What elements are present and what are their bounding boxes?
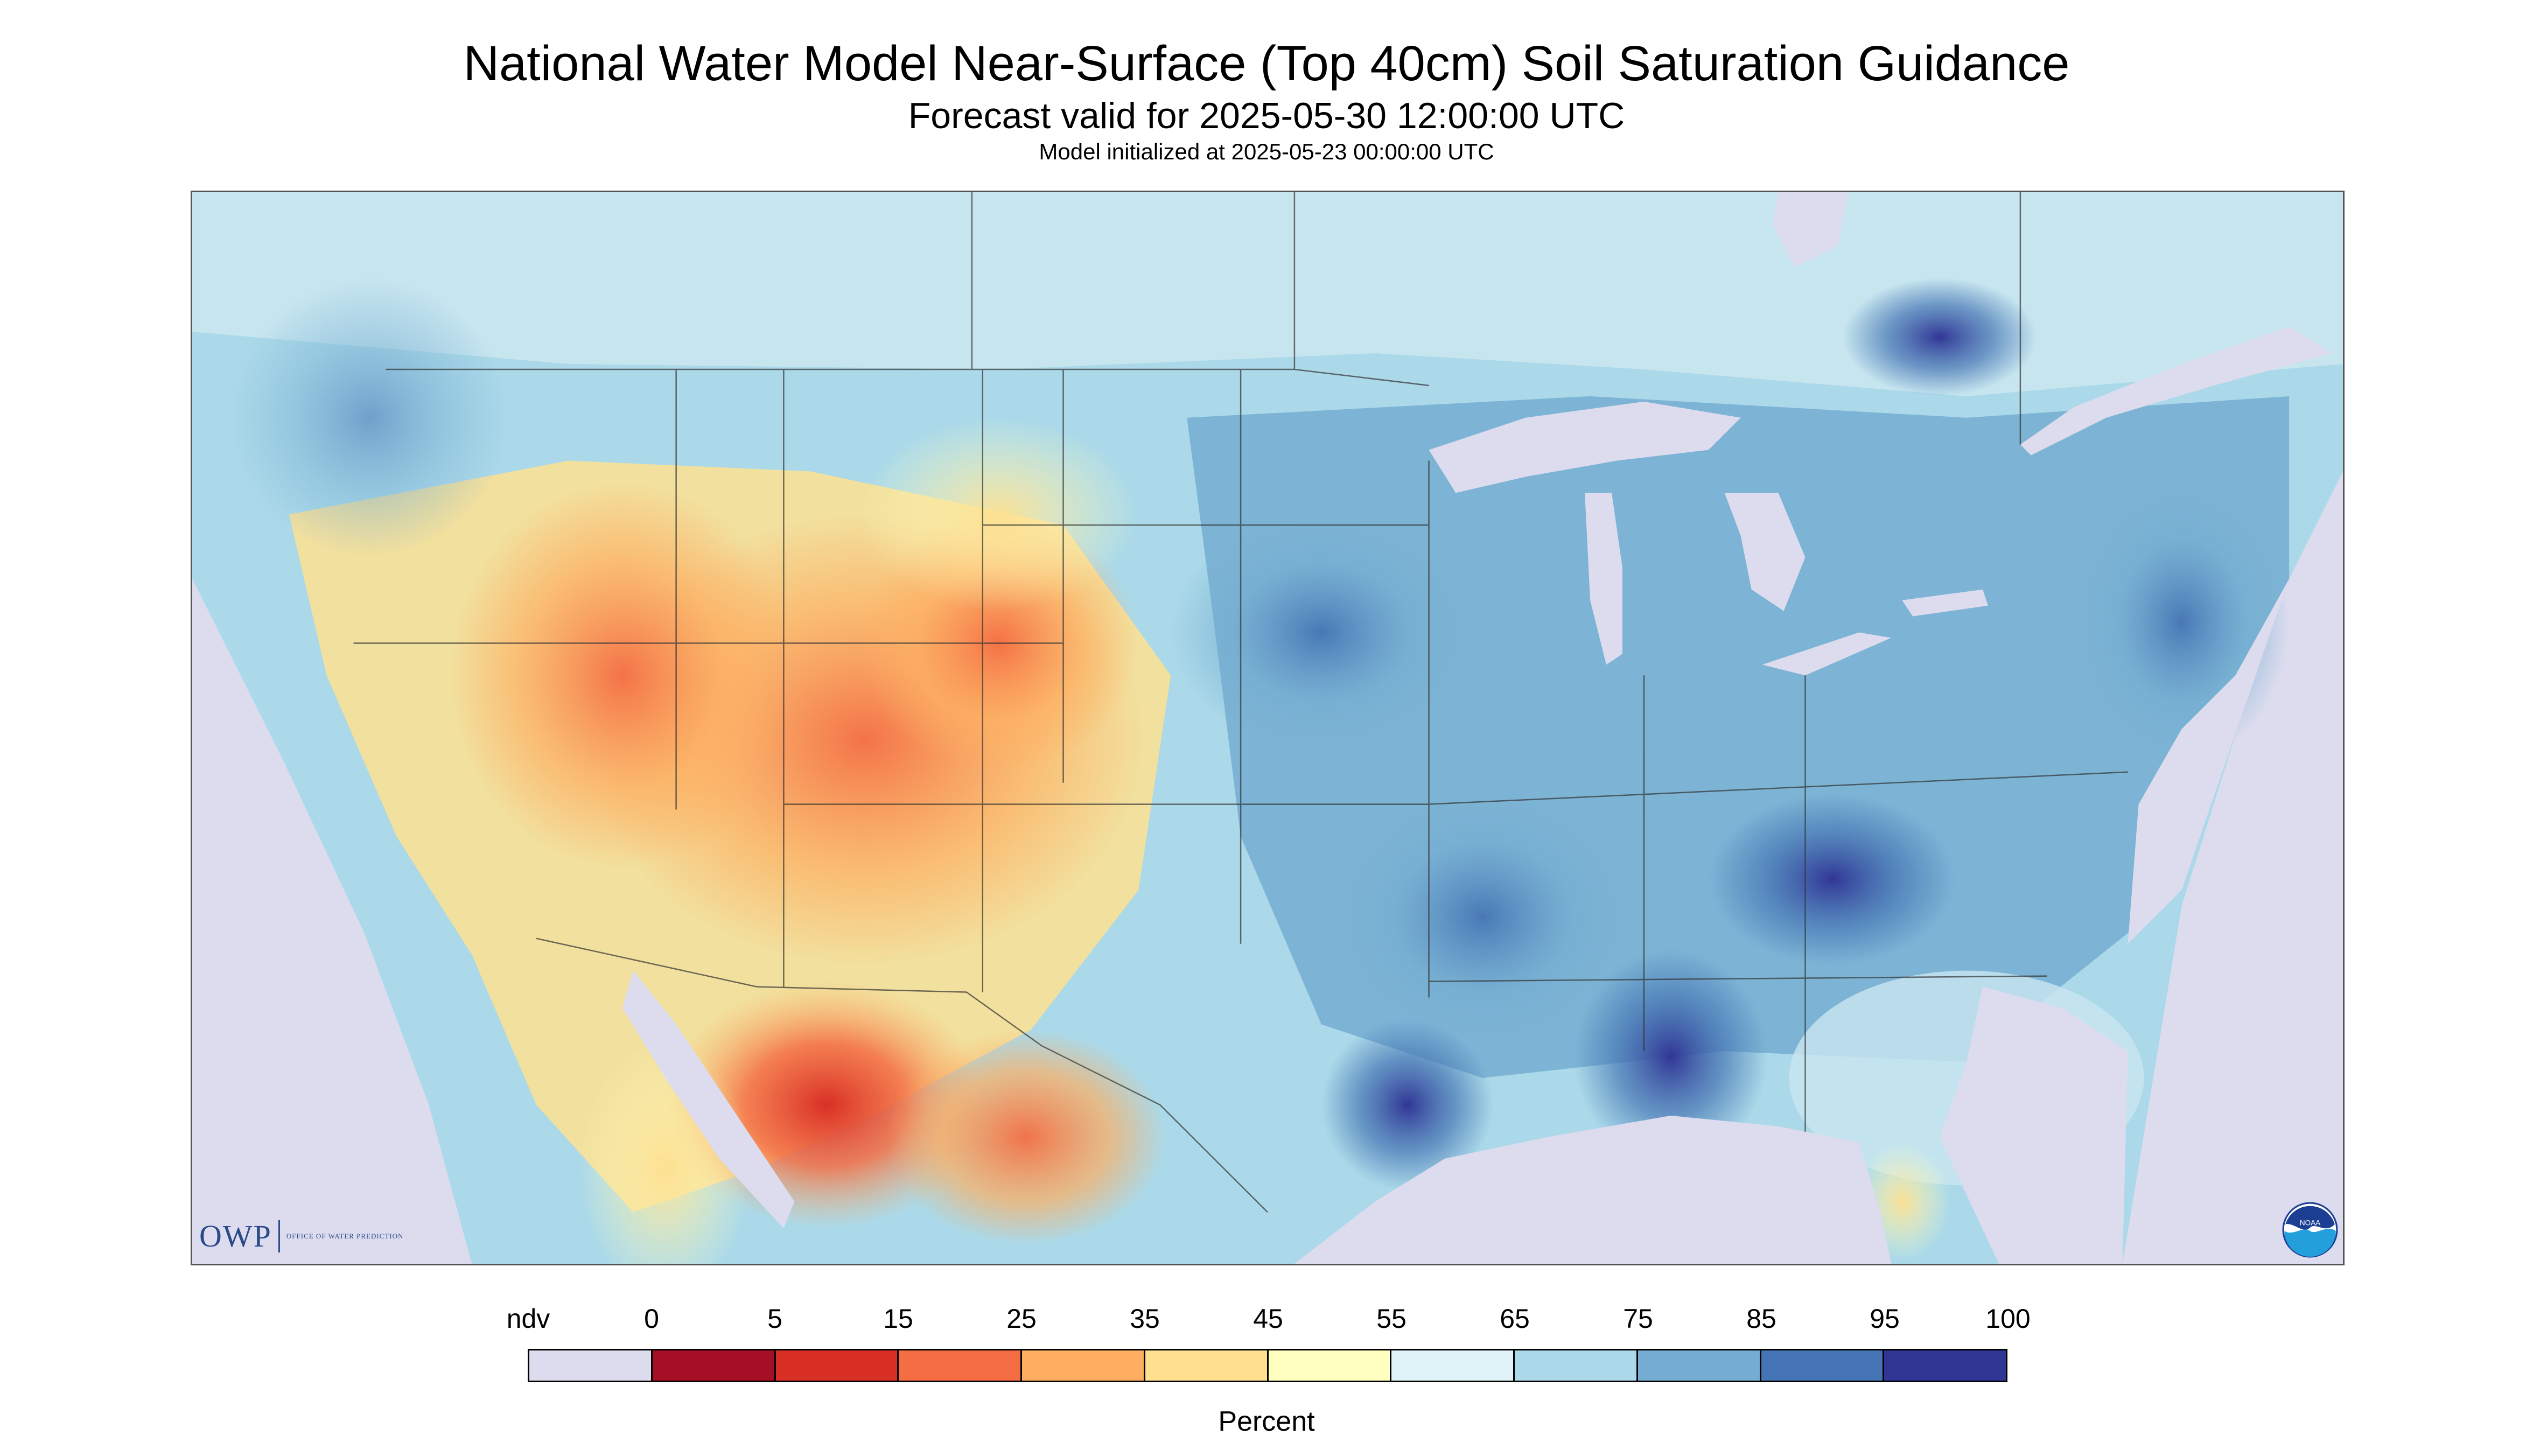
hudson-bay-edge (1773, 192, 1849, 268)
soil-saturation-map (191, 191, 2345, 1265)
lake-ontario (1902, 589, 1988, 617)
wyoming-dry (859, 417, 1139, 611)
political-boundaries (353, 192, 2128, 1213)
noaa-logo: NOAA (2282, 1202, 2338, 1258)
legend-tick: 25 (1006, 1304, 1037, 1334)
ohio-valley-very-wet (1708, 793, 1956, 965)
owp-logo-separator (278, 1220, 280, 1252)
legend-tick: 15 (883, 1304, 913, 1334)
legend-swatch (529, 1350, 653, 1381)
legend-unit-label: Percent (1218, 1406, 1315, 1437)
legend-swatch (775, 1350, 899, 1381)
forecast-valid-subtitle: Forecast valid for 2025-05-30 12:00:00 U… (908, 95, 1625, 136)
model-init-line: Model initialized at 2025-05-23 00:00:00… (1039, 139, 1494, 164)
pnw-wet (229, 278, 510, 557)
legend-swatch (1022, 1350, 1145, 1381)
legend-swatch (1515, 1350, 1638, 1381)
legend-tick: 95 (1870, 1304, 1900, 1334)
legend-tick: 45 (1253, 1304, 1283, 1334)
legend-tick: 100 (1985, 1304, 2031, 1334)
legend-tick: 75 (1623, 1304, 1653, 1334)
st-lawrence (2020, 326, 2333, 456)
atlantic-ocean (1940, 986, 2128, 1264)
noaa-logo-text: NOAA (2300, 1219, 2320, 1227)
lake-huron (1724, 493, 1806, 611)
lake-michigan (1585, 493, 1623, 665)
legend-swatch (1391, 1350, 1515, 1381)
us-mexico-border (536, 937, 1268, 1213)
owp-logo: OWP OFFICE OF WATER PREDICTION (199, 1218, 403, 1254)
legend-tick: 65 (1500, 1304, 1530, 1334)
legend-swatch (1761, 1350, 1885, 1381)
map-canvas (192, 192, 2343, 1264)
gulf-of-mexico (1294, 1115, 1892, 1264)
legend-colorbar (528, 1349, 2007, 1382)
northeast-wet (2074, 482, 2290, 761)
legend-swatch (1268, 1350, 1392, 1381)
map-title: National Water Model Near-Surface (Top 4… (463, 36, 2070, 91)
quebec-wet (1843, 278, 2037, 396)
ozarks-wet (1332, 788, 1633, 1046)
legend-swatch (652, 1350, 776, 1381)
owp-logo-subtext: OFFICE OF WATER PREDICTION (286, 1231, 404, 1240)
atlantic-north (2128, 578, 2290, 944)
legend-swatch (899, 1350, 1022, 1381)
legend-tick: ndv (506, 1304, 550, 1334)
legend-tick-labels: ndv 0 5 15 25 35 45 55 65 75 85 95 100 (0, 1303, 2533, 1335)
legend-swatch (1884, 1350, 2006, 1381)
legend-tick: 85 (1746, 1304, 1776, 1334)
legend-tick: 35 (1130, 1304, 1160, 1334)
dakotas-wet (1171, 514, 1472, 751)
lower-mississippi-very-wet (1574, 949, 1768, 1164)
line-east-3 (1429, 975, 2047, 982)
legend-swatch (1638, 1350, 1761, 1381)
chihuahua-dry (886, 1030, 1166, 1245)
gulf-of-california (622, 970, 795, 1229)
legend-swatch (1145, 1350, 1269, 1381)
legend-tick: 5 (767, 1304, 782, 1334)
lake-superior (1429, 401, 1741, 493)
lake-erie (1762, 632, 1892, 676)
legend-tick: 0 (644, 1304, 659, 1334)
legend-tick: 55 (1376, 1304, 1407, 1334)
line-horizontal-4 (1429, 771, 2128, 805)
texas-wet (1321, 1019, 1494, 1191)
owp-logo-letters: OWP (199, 1219, 272, 1254)
nevada-dry (450, 482, 795, 869)
